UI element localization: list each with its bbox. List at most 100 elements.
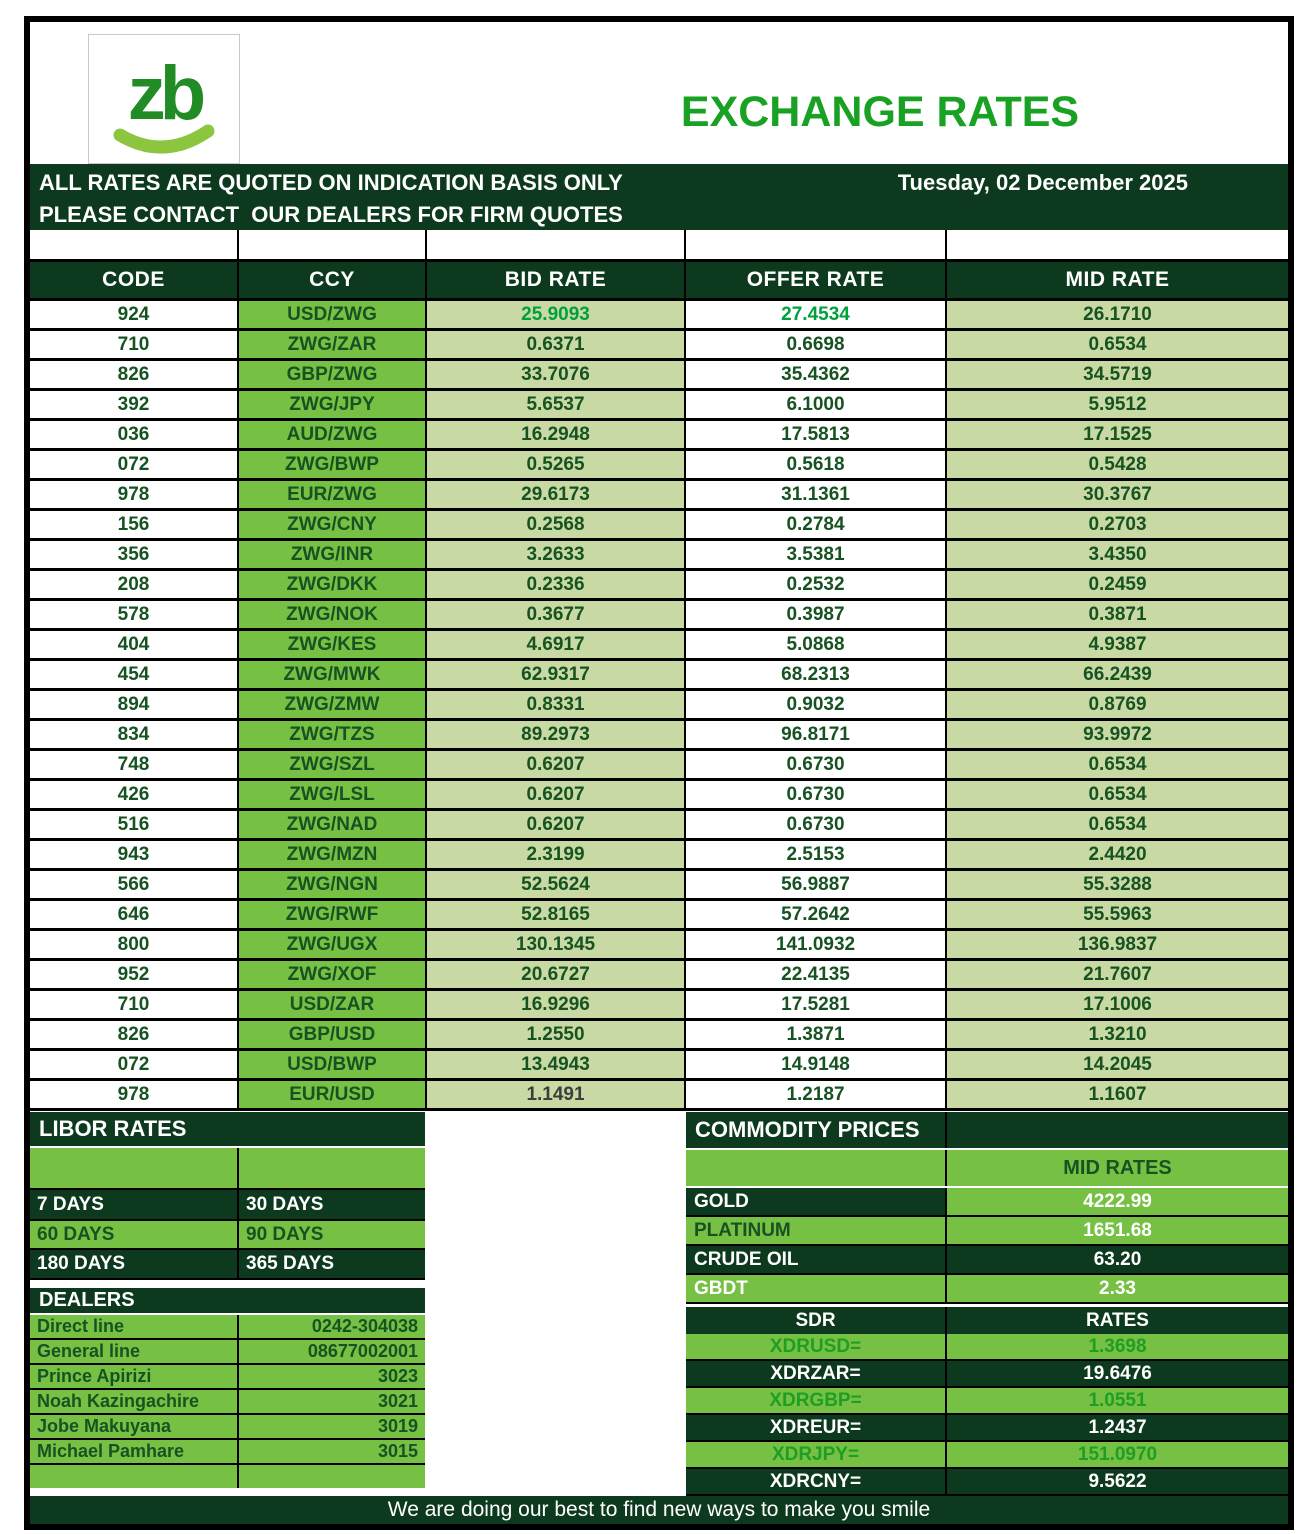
ccy-cell: ZWG/JPY xyxy=(239,391,425,418)
sdr-rate-cell: 1.2437 xyxy=(947,1415,1288,1440)
mid-rate-cell: 0.6534 xyxy=(947,811,1288,838)
sdr-rate-cell: 151.0970 xyxy=(947,1442,1288,1467)
document-frame: zb EXCHANGE RATES ALL RATES ARE QUOTED O… xyxy=(24,16,1294,1530)
offer-rate-cell: 3.5381 xyxy=(686,541,945,568)
code-cell: 978 xyxy=(30,1081,237,1108)
mid-rate-cell: 0.2703 xyxy=(947,511,1288,538)
offer-rate-cell: 31.1361 xyxy=(686,481,945,508)
ccy-cell: EUR/ZWG xyxy=(239,481,425,508)
bid-rate-cell: 4.6917 xyxy=(427,631,684,658)
bid-rate-cell: 1.2550 xyxy=(427,1021,684,1048)
offer-rate-cell: 56.9887 xyxy=(686,871,945,898)
dealer-phone xyxy=(239,1465,425,1488)
bid-rate-cell: 0.6207 xyxy=(427,751,684,778)
dealer-phone: 08677002001 xyxy=(239,1340,425,1363)
spacer-row xyxy=(30,230,1288,259)
sdr-pair-cell: XDRCNY= xyxy=(686,1469,945,1494)
code-cell: 208 xyxy=(30,571,237,598)
libor-rates-title: LIBOR RATES xyxy=(30,1112,425,1146)
column-header-mid: MID RATE xyxy=(947,262,1288,298)
commodity-name: PLATINUM xyxy=(686,1217,945,1244)
bid-rate-cell: 20.6727 xyxy=(427,961,684,988)
mid-rate-cell: 2.4420 xyxy=(947,841,1288,868)
offer-rate-cell: 0.6730 xyxy=(686,781,945,808)
bid-rate-cell: 25.9093 xyxy=(427,301,684,328)
ccy-cell: ZWG/INR xyxy=(239,541,425,568)
commodity-price: 1651.68 xyxy=(947,1217,1288,1244)
code-cell: 578 xyxy=(30,601,237,628)
page-title: EXCHANGE RATES xyxy=(680,88,1080,136)
ccy-cell: ZWG/NAD xyxy=(239,811,425,838)
offer-rate-cell: 68.2313 xyxy=(686,661,945,688)
bid-rate-cell: 89.2973 xyxy=(427,721,684,748)
mid-rate-cell: 4.9387 xyxy=(947,631,1288,658)
logo-smile-swoosh xyxy=(113,124,215,154)
mid-rates-label: MID RATES xyxy=(947,1150,1288,1186)
code-cell: 894 xyxy=(30,691,237,718)
code-cell: 036 xyxy=(30,421,237,448)
dealer-phone: 3019 xyxy=(239,1415,425,1438)
mid-rate-cell: 1.1607 xyxy=(947,1081,1288,1108)
bid-rate-cell: 0.2336 xyxy=(427,571,684,598)
ccy-cell: ZWG/DKK xyxy=(239,571,425,598)
code-cell: 952 xyxy=(30,961,237,988)
libor-cell xyxy=(30,1148,237,1188)
offer-rate-cell: 0.2784 xyxy=(686,511,945,538)
mid-rate-cell: 0.6534 xyxy=(947,331,1288,358)
mid-rate-cell: 1.3210 xyxy=(947,1021,1288,1048)
offer-rate-cell: 5.0868 xyxy=(686,631,945,658)
ccy-cell: GBP/ZWG xyxy=(239,361,425,388)
dealer-phone: 3021 xyxy=(239,1390,425,1413)
mid-rate-cell: 26.1710 xyxy=(947,301,1288,328)
ccy-cell: ZWG/MWK xyxy=(239,661,425,688)
ccy-cell: ZWG/CNY xyxy=(239,511,425,538)
column-header-code: CODE xyxy=(30,262,237,298)
code-cell: 404 xyxy=(30,631,237,658)
mid-rate-cell: 0.6534 xyxy=(947,751,1288,778)
mid-rate-cell: 0.3871 xyxy=(947,601,1288,628)
bid-rate-cell: 0.5265 xyxy=(427,451,684,478)
sdr-pair-cell: XDRGBP= xyxy=(686,1388,945,1413)
mid-rate-cell: 14.2045 xyxy=(947,1051,1288,1078)
code-cell: 834 xyxy=(30,721,237,748)
code-cell: 566 xyxy=(30,871,237,898)
ccy-cell: ZWG/SZL xyxy=(239,751,425,778)
ccy-cell: ZWG/NOK xyxy=(239,601,425,628)
dealers-title: DEALERS xyxy=(30,1288,425,1313)
code-cell: 748 xyxy=(30,751,237,778)
commodity-prices-title: COMMODITY PRICES xyxy=(686,1112,945,1148)
dealer-phone: 3023 xyxy=(239,1365,425,1388)
libor-rates-table: 7 DAYS 30 DAYS 60 DAYS 90 DAYS 180 DAYS … xyxy=(30,1148,425,1280)
commodity-prices-table: GOLD 4222.99 PLATINUM 1651.68 CRUDE OIL … xyxy=(686,1188,1288,1304)
banner-line2: PLEASE CONTACT OUR DEALERS FOR FIRM QUOT… xyxy=(39,202,623,227)
bid-rate-cell: 0.6371 xyxy=(427,331,684,358)
bid-rate-cell: 0.6207 xyxy=(427,811,684,838)
code-cell: 978 xyxy=(30,481,237,508)
ccy-cell: ZWG/NGN xyxy=(239,871,425,898)
commodity-header-blank xyxy=(947,1112,1288,1148)
sdr-pair-cell: XDRZAR= xyxy=(686,1361,945,1386)
code-cell: 710 xyxy=(30,331,237,358)
offer-rate-cell: 2.5153 xyxy=(686,841,945,868)
mid-rate-cell: 55.3288 xyxy=(947,871,1288,898)
zb-logo-icon: zb xyxy=(113,51,215,154)
column-header-bid: BID RATE xyxy=(427,262,684,298)
ccy-cell: ZWG/LSL xyxy=(239,781,425,808)
bid-rate-cell: 16.2948 xyxy=(427,421,684,448)
sdr-pair-cell: XDRJPY= xyxy=(686,1442,945,1467)
dealer-name: General line xyxy=(30,1340,237,1363)
bid-rate-cell: 2.3199 xyxy=(427,841,684,868)
dealers-table: Direct line 0242-304038 General line 086… xyxy=(30,1315,425,1488)
zb-bank-logo: zb xyxy=(88,34,240,164)
code-cell: 392 xyxy=(30,391,237,418)
dealer-name: Noah Kazingachire xyxy=(30,1390,237,1413)
commodity-name: GOLD xyxy=(686,1188,945,1215)
offer-rate-cell: 35.4362 xyxy=(686,361,945,388)
bid-rate-cell: 0.2568 xyxy=(427,511,684,538)
code-cell: 710 xyxy=(30,991,237,1018)
libor-cell: 365 DAYS xyxy=(239,1250,425,1278)
mid-rate-cell: 3.4350 xyxy=(947,541,1288,568)
offer-rate-cell: 17.5813 xyxy=(686,421,945,448)
commodity-price: 4222.99 xyxy=(947,1188,1288,1215)
bid-rate-cell: 3.2633 xyxy=(427,541,684,568)
